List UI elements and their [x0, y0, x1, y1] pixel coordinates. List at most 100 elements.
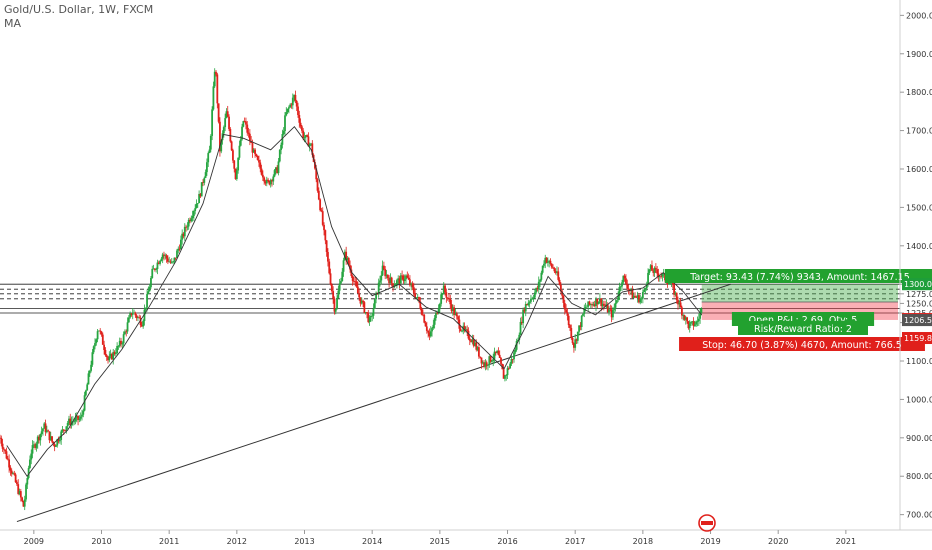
candle-body-150 [194, 208, 197, 211]
candle-body-149 [192, 210, 195, 217]
candle-body-101 [130, 313, 133, 315]
candle-body-222 [287, 107, 290, 109]
candle-body-340 [441, 294, 444, 295]
trendline[interactable] [16, 283, 731, 523]
price-tick-label-8: 1275.00 [906, 290, 932, 299]
candle-body-469 [609, 309, 612, 311]
candle-body-208 [269, 180, 272, 185]
candle-body-301 [390, 277, 393, 284]
logo-bar [701, 521, 713, 525]
candle-body-331 [429, 331, 432, 337]
candle-body-248 [321, 211, 324, 225]
candle-body-33 [42, 428, 44, 432]
candle-body-67 [86, 384, 89, 391]
candle-body-131 [169, 261, 172, 263]
candle-body-148 [191, 216, 194, 219]
candle-body-439 [570, 327, 573, 338]
candle-body-388 [504, 375, 506, 379]
candle-body-432 [561, 291, 564, 296]
candle-body-460 [597, 301, 600, 305]
candle-body-456 [592, 304, 595, 306]
candle-body-382 [496, 350, 499, 354]
candle-body-1 [0, 437, 3, 444]
candle-body-476 [618, 286, 621, 297]
trendline-segment [16, 283, 731, 523]
candle-body-427 [554, 271, 557, 273]
candle-body-207 [268, 180, 271, 185]
candle-body-97 [125, 331, 128, 333]
candle-body-433 [562, 295, 565, 303]
candle-body-154 [199, 193, 202, 197]
candle-body-231 [299, 122, 302, 127]
candle-body-120 [155, 269, 158, 270]
candle-body-468 [608, 309, 610, 313]
price-tags: 1300.011209.271206.581159.88 [902, 278, 932, 345]
candle-body-397 [515, 341, 518, 350]
candle-body-239 [310, 143, 312, 145]
candle-body-40 [51, 436, 53, 442]
candle-body-125 [161, 254, 164, 259]
candle-body-455 [591, 304, 594, 306]
candle-body-213 [276, 167, 279, 174]
candle-body-24 [30, 453, 33, 460]
candle-body-385 [500, 358, 502, 364]
candle-body-11 [13, 473, 16, 475]
candle-body-206 [267, 179, 269, 181]
candle-body-277 [359, 297, 362, 304]
candle-body-523 [679, 302, 682, 308]
candle-body-164 [212, 86, 215, 110]
candle-body-266 [345, 251, 348, 261]
candle-body-92 [118, 340, 121, 346]
candle-body-69 [88, 370, 91, 374]
price-tag-3: 1159.88 [904, 334, 932, 343]
candle-body-202 [261, 174, 264, 178]
profit-zone [701, 284, 898, 303]
ma-path [6, 126, 703, 477]
candle-body-537 [697, 318, 700, 322]
candle-body-77 [99, 330, 102, 332]
candle-body-152 [196, 203, 199, 204]
candle-body-236 [306, 135, 309, 137]
candle-body-501 [651, 265, 653, 271]
candle-body-450 [584, 307, 587, 310]
candle-body-452 [587, 301, 590, 307]
candle-body-144 [186, 226, 189, 228]
candle-body-70 [90, 364, 92, 371]
candle-body-93 [120, 340, 122, 345]
price-axis[interactable]: 700.00800.00900.001000.001100.001200.001… [899, 0, 932, 530]
candle-body-168 [217, 103, 220, 122]
candle-body-326 [423, 314, 426, 323]
candle-body-225 [291, 97, 294, 106]
candle-body-177 [229, 129, 232, 142]
candle-body-81 [104, 349, 107, 356]
candle-body-96 [124, 331, 126, 335]
candle-body-488 [634, 295, 636, 297]
candle-body-112 [144, 307, 147, 310]
candle-body-128 [165, 255, 168, 259]
candle-body-474 [615, 300, 618, 303]
candle-body-122 [157, 262, 160, 264]
candle-body-18 [22, 500, 25, 507]
candle-body-155 [200, 182, 203, 197]
candle-body-184 [238, 145, 241, 158]
candle-body-393 [510, 358, 513, 364]
candle-body-264 [342, 260, 345, 272]
candle-body-491 [638, 295, 640, 303]
time-axis[interactable]: 2009 2010 2011 2012 2013 2014 2015 2016 2017 2018… [0, 529, 932, 546]
candle-body-335 [435, 312, 437, 319]
candle-body-349 [453, 307, 456, 315]
candle-body-329 [427, 330, 430, 333]
candle-body-424 [550, 263, 553, 268]
candle-body-82 [105, 355, 108, 358]
candle-body-214 [277, 161, 280, 174]
candle-body-253 [328, 261, 331, 274]
candle-body-17 [21, 497, 24, 501]
candle-body-505 [656, 269, 659, 274]
time-tick-label-4: 2013 [294, 537, 314, 546]
candle-body-389 [505, 375, 508, 376]
candle-body-341 [442, 285, 445, 295]
candle-body-431 [559, 284, 562, 292]
price-tick-label-1: 800.00 [906, 472, 932, 481]
candle-body-412 [535, 288, 538, 293]
